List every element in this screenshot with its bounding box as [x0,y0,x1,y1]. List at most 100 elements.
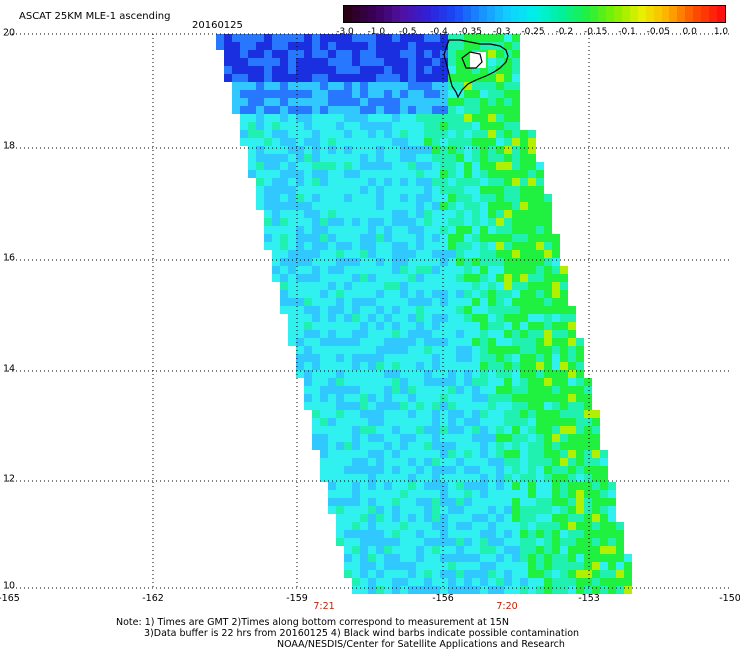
swath-cell [456,586,464,594]
swath-cell [504,234,512,242]
swath-cell [400,338,408,346]
swath-cell [288,218,296,226]
swath-cell [472,130,480,138]
swath-cell [504,530,512,538]
swath-cell [464,122,472,130]
swath-cell [344,234,352,242]
swath-cell [504,258,512,266]
swath-cell [368,74,376,82]
swath-cell [488,466,496,474]
swath-cell [512,82,520,90]
swath-cell [400,58,408,66]
swath-cell [360,434,368,442]
swath-cell [512,250,520,258]
swath-cell [424,578,432,586]
swath-cell [616,530,624,538]
swath-cell [344,362,352,370]
swath-cell [488,298,496,306]
swath-cell [408,138,416,146]
swath-cell [424,314,432,322]
swath-cell [296,194,304,202]
swath-cell [336,442,344,450]
swath-cell [528,202,536,210]
swath-cell [368,146,376,154]
swath-cell [344,82,352,90]
swath-cell [264,34,272,42]
swath-cell [400,82,408,90]
swath-cell [368,130,376,138]
swath-cell [352,546,360,554]
swath-cell [552,274,560,282]
swath-cell [288,306,296,314]
swath-cell [464,426,472,434]
swath-cell [376,586,384,594]
swath-cell [504,282,512,290]
swath-cell [440,546,448,554]
swath-cell [432,394,440,402]
swath-cell [504,314,512,322]
colorbar-segment [677,6,686,22]
swath-cell [488,106,496,114]
swath-cell [400,410,408,418]
swath-cell [280,90,288,98]
swath-cell [440,242,448,250]
swath-cell [432,498,440,506]
swath-cell [344,314,352,322]
swath-cell [336,322,344,330]
swath-cell [440,138,448,146]
swath-cell [464,274,472,282]
swath-cell [344,66,352,74]
swath-cell [424,50,432,58]
swath-cell [512,498,520,506]
swath-cell [456,402,464,410]
swath-cell [528,506,536,514]
swath-cell [344,274,352,282]
swath-cell [584,394,592,402]
swath-cell [424,210,432,218]
swath-cell [464,258,472,266]
swath-cell [304,290,312,298]
swath-cell [296,34,304,42]
swath-cell [480,218,488,226]
swath-cell [424,242,432,250]
swath-cell [400,210,408,218]
swath-cell [368,586,376,594]
swath-cell [272,106,280,114]
swath-cell [376,482,384,490]
swath-cell [496,570,504,578]
swath-cell [448,538,456,546]
swath-cell [424,562,432,570]
swath-cell [272,194,280,202]
swath-cell [432,98,440,106]
swath-cell [368,50,376,58]
swath-cell [344,466,352,474]
swath-cell [600,466,608,474]
swath-cell [344,282,352,290]
swath-cell [560,466,568,474]
swath-cell [504,146,512,154]
swath-cell [296,250,304,258]
swath-cell [240,98,248,106]
swath-cell [296,258,304,266]
swath-cell [528,562,536,570]
swath-cell [488,506,496,514]
swath-cell [592,418,600,426]
swath-cell [472,322,480,330]
swath-cell [448,562,456,570]
swath-cell [400,402,408,410]
swath-cell [320,130,328,138]
swath-cell [424,186,432,194]
x-tick-label: -156 [432,593,454,604]
swath-cell [440,258,448,266]
swath-cell [400,50,408,58]
swath-cell [312,42,320,50]
swath-cell [408,250,416,258]
swath-cell [304,402,312,410]
swath-cell [504,290,512,298]
swath-cell [360,250,368,258]
swath-cell [392,234,400,242]
colorbar-label: -0.4 [430,27,448,37]
swath-cell [560,330,568,338]
swath-cell [496,562,504,570]
swath-cell [424,306,432,314]
